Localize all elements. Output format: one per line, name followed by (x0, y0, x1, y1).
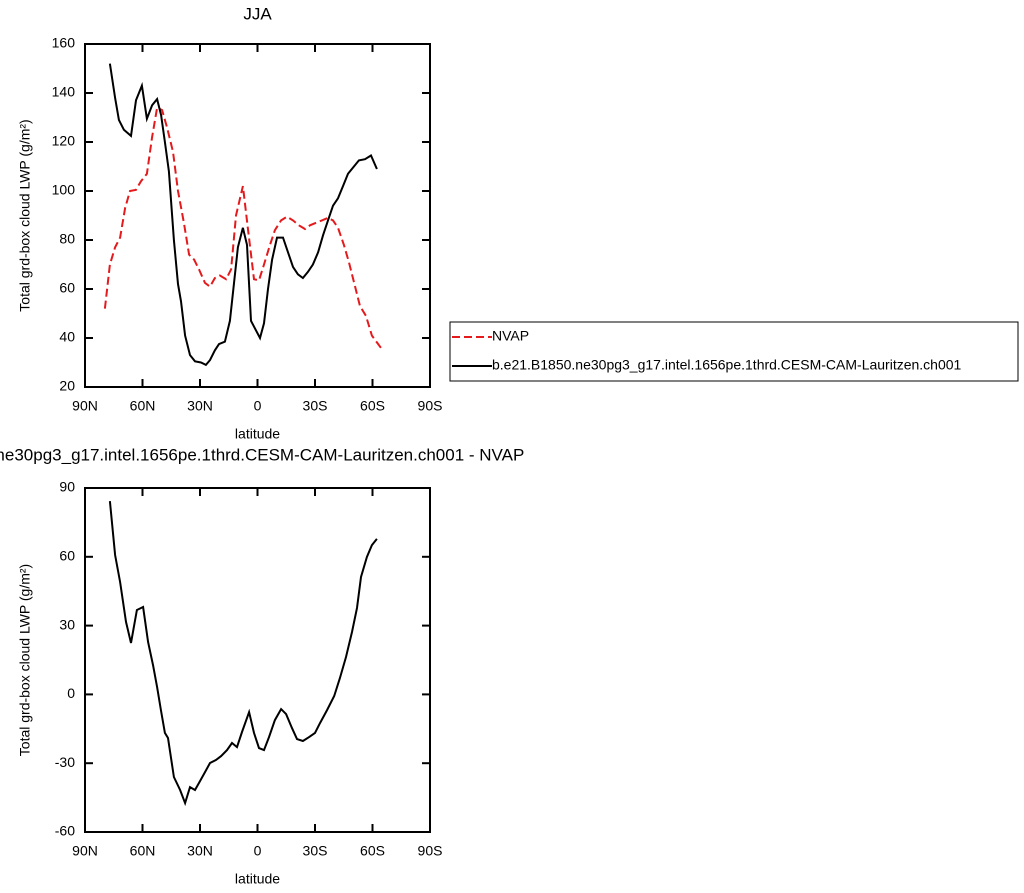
chart-title: .ne30pg3_g17.intel.1656pe.1thrd.CESM-CAM… (0, 445, 524, 464)
y-axis-label: Total grd-box cloud LWP (g/m²) (17, 119, 33, 311)
data-line (108, 63, 378, 367)
x-tick-label: 90N (72, 843, 98, 859)
y-tick-label: 80 (59, 231, 75, 247)
y-tick-label: 0 (67, 685, 75, 701)
legend-box (449, 321, 1019, 382)
x-axis-label: latitude (235, 426, 280, 442)
x-tick-label: 60S (360, 843, 385, 859)
y-tick-label: 60 (59, 548, 75, 564)
data-line (108, 501, 378, 807)
x-tick-label: 0 (254, 398, 262, 414)
x-tick-label: 30S (303, 843, 328, 859)
x-tick-label: 60N (130, 398, 156, 414)
x-axis-label: latitude (235, 871, 280, 887)
legend-label: NVAP (492, 328, 529, 344)
y-tick-label: -30 (55, 754, 75, 770)
x-tick-label: 30N (187, 843, 213, 859)
y-tick-label: 40 (59, 329, 75, 345)
y-tick-label: -60 (55, 823, 75, 839)
plot-frame (84, 43, 431, 388)
x-tick-label: 60S (360, 398, 385, 414)
y-tick-label: 140 (52, 84, 76, 100)
x-tick-label: 60N (130, 843, 156, 859)
legend-label: b.e21.B1850.ne30pg3_g17.intel.1656pe.1th… (492, 357, 962, 373)
plot-frame (84, 487, 431, 833)
x-tick-label: 90S (418, 843, 443, 859)
y-tick-label: 120 (52, 133, 76, 149)
y-tick-label: 30 (59, 616, 75, 632)
y-axis-label: Total grd-box cloud LWP (g/m²) (17, 564, 33, 756)
x-tick-label: 0 (254, 843, 262, 859)
data-line (103, 106, 382, 349)
chart-title: JJA (243, 4, 272, 23)
x-tick-label: 90S (418, 398, 443, 414)
y-tick-label: 90 (59, 479, 75, 495)
y-tick-label: 20 (59, 378, 75, 394)
y-tick-label: 60 (59, 280, 75, 296)
y-tick-label: 100 (52, 182, 76, 198)
x-tick-label: 90N (72, 398, 98, 414)
y-tick-label: 160 (52, 35, 76, 51)
x-tick-label: 30S (303, 398, 328, 414)
x-tick-label: 30N (187, 398, 213, 414)
